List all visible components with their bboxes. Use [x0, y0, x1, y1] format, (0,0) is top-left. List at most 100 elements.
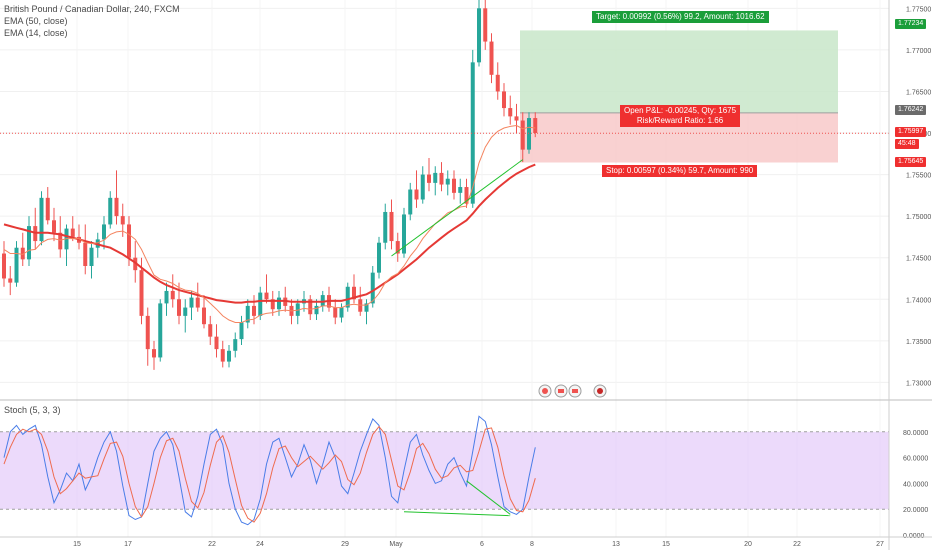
stoch-tick-label: 40.0000 [903, 481, 928, 488]
time-tick-label: 17 [124, 541, 132, 548]
candle-body [339, 307, 344, 318]
candle [58, 216, 63, 258]
ema14-legend[interactable]: EMA (14, close) [4, 28, 68, 38]
candle [395, 232, 400, 262]
candle-body [445, 178, 450, 185]
candle-body [170, 290, 175, 300]
candle-body [58, 232, 63, 250]
stoch-legend[interactable]: Stoch (5, 3, 3) [4, 405, 61, 415]
price-axis[interactable]: 1.775001.770001.765001.760001.755001.750… [906, 6, 931, 387]
symbol-title[interactable]: British Pound / Canadian Dollar, 240, FX… [4, 4, 180, 14]
candle-body [52, 220, 56, 233]
candle [402, 207, 406, 258]
candle [64, 224, 69, 266]
candle [195, 282, 200, 312]
candle-body [483, 8, 488, 42]
candle-body [345, 286, 350, 308]
candle-body [39, 197, 44, 242]
candle [277, 290, 281, 316]
candle-body [383, 211, 388, 243]
event-flag-icon[interactable] [554, 384, 568, 398]
candle-body [502, 91, 506, 109]
candle [377, 236, 381, 279]
price-tick-label: 1.74500 [906, 256, 931, 263]
candle [489, 33, 494, 84]
event-flag-icon[interactable] [593, 384, 607, 398]
stoch-pane [0, 415, 889, 526]
candle [158, 299, 163, 362]
time-tick-label: 15 [662, 541, 670, 548]
stoch-d-line [3, 425, 536, 523]
time-tick-label: 22 [208, 541, 216, 548]
candle-body [464, 187, 469, 204]
time-tick-label: 29 [341, 541, 349, 548]
candle-body [70, 228, 75, 237]
candle-body [458, 187, 463, 193]
candle [202, 295, 206, 329]
candle [352, 274, 356, 304]
candle [327, 286, 331, 312]
candle-body [177, 299, 181, 316]
candle-body [314, 305, 319, 315]
candle-body [8, 278, 13, 283]
stop-price-tag: 1.75645 [895, 157, 927, 167]
candle-body [152, 349, 156, 358]
candle-body [470, 62, 475, 204]
event-flag-icon[interactable] [568, 384, 582, 398]
candle-body [433, 172, 438, 183]
candle-body [14, 247, 19, 283]
candle [364, 299, 369, 325]
price-tick-label: 1.74000 [906, 297, 931, 304]
candles [2, 0, 538, 370]
candle-body [264, 292, 269, 300]
candle [477, 0, 481, 67]
candle [152, 340, 156, 370]
stoch-divergence-line [466, 480, 511, 515]
candle [227, 344, 231, 368]
ema50-legend[interactable]: EMA (50, close) [4, 16, 68, 26]
target-zone[interactable] [520, 30, 838, 113]
candle [508, 95, 513, 125]
candle-body [202, 307, 206, 325]
candle-body [114, 197, 119, 217]
candle-body [364, 303, 369, 312]
candle-body [245, 305, 250, 323]
candle-body [533, 118, 538, 133]
candle-body [333, 307, 338, 318]
candle [33, 207, 38, 250]
candle-body [370, 272, 375, 304]
candle [114, 170, 119, 225]
candle [8, 266, 13, 296]
current-price-tag: 1.75997 [895, 127, 927, 137]
stoch-k-line [3, 415, 536, 526]
candle-body [320, 295, 325, 306]
candle-body [158, 303, 163, 358]
event-flag-icon[interactable] [538, 384, 552, 398]
time-tick-label: 15 [73, 541, 81, 548]
candle [470, 49, 475, 208]
candle-body [377, 242, 381, 273]
candle [108, 191, 113, 229]
pnl-box: Open P&L: -0.00245, Qty: 1675 Risk/Rewar… [620, 105, 741, 127]
time-axis[interactable]: 15 17 22 24 29 May 6 8 13 15 20 22 27 [0, 536, 932, 548]
economic-events[interactable] [538, 384, 607, 398]
candle-body [489, 41, 494, 75]
time-tick-label: 20 [744, 541, 752, 548]
price-tick-label: 1.73000 [906, 380, 931, 387]
time-tick-label: 8 [530, 541, 534, 548]
stoch-trendline [403, 511, 511, 517]
candle-body [239, 322, 244, 340]
candle [77, 224, 81, 250]
price-trendline[interactable] [391, 159, 524, 257]
candle-body [83, 242, 88, 266]
candle-body [189, 297, 194, 308]
candle [89, 241, 94, 279]
price-tick-label: 1.73500 [906, 339, 931, 346]
candle-body [414, 189, 419, 200]
time-tick-label: 24 [256, 541, 264, 548]
candle-body [408, 189, 413, 215]
time-tick-label: 27 [876, 541, 884, 548]
candle [333, 299, 338, 325]
